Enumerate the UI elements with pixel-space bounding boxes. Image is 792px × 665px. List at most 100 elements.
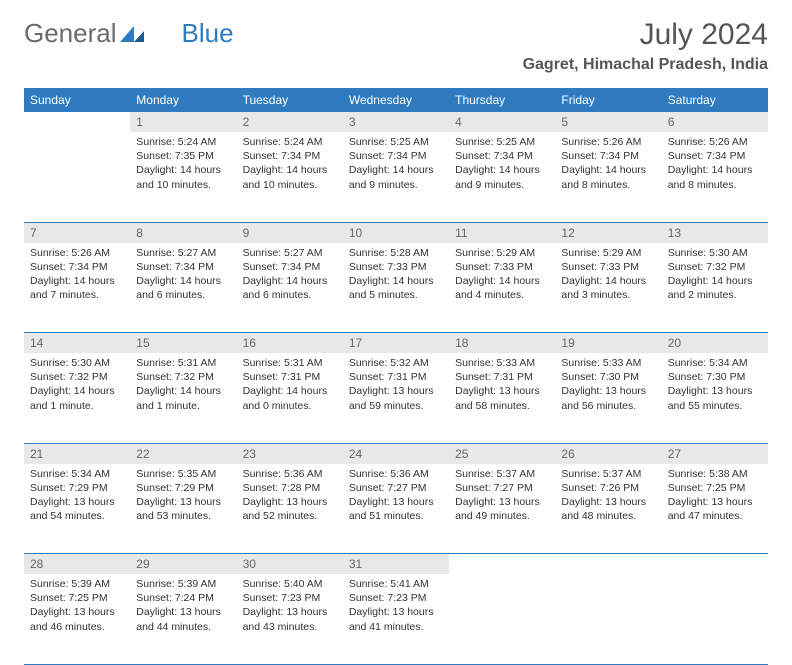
day-details: Sunrise: 5:29 AMSunset: 7:33 PMDaylight:… [449, 243, 555, 309]
sunset: Sunset: 7:26 PM [561, 481, 655, 495]
week-row: Sunrise: 5:30 AMSunset: 7:32 PMDaylight:… [24, 353, 768, 443]
day-cell: Sunrise: 5:34 AMSunset: 7:30 PMDaylight:… [662, 353, 768, 443]
daylight-line2: and 8 minutes. [668, 178, 762, 192]
daylight-line2: and 51 minutes. [349, 509, 443, 523]
day-cell [449, 574, 555, 664]
daylight-line1: Daylight: 13 hours [243, 495, 337, 509]
day-details: Sunrise: 5:26 AMSunset: 7:34 PMDaylight:… [555, 132, 661, 198]
day-cell: Sunrise: 5:37 AMSunset: 7:27 PMDaylight:… [449, 464, 555, 554]
daylight-line2: and 44 minutes. [136, 620, 230, 634]
day-number: 18 [449, 333, 555, 354]
sunrise: Sunrise: 5:38 AM [668, 467, 762, 481]
day-cell: Sunrise: 5:36 AMSunset: 7:27 PMDaylight:… [343, 464, 449, 554]
daylight-line2: and 6 minutes. [136, 288, 230, 302]
day-details: Sunrise: 5:36 AMSunset: 7:27 PMDaylight:… [343, 464, 449, 530]
day-cell: Sunrise: 5:25 AMSunset: 7:34 PMDaylight:… [449, 132, 555, 222]
sunset: Sunset: 7:35 PM [136, 149, 230, 163]
day-cell [555, 574, 661, 664]
day-details: Sunrise: 5:30 AMSunset: 7:32 PMDaylight:… [662, 243, 768, 309]
sunset: Sunset: 7:23 PM [243, 591, 337, 605]
day-number: 8 [130, 222, 236, 243]
daylight-line2: and 9 minutes. [455, 178, 549, 192]
day-details: Sunrise: 5:34 AMSunset: 7:29 PMDaylight:… [24, 464, 130, 530]
day-number: 20 [662, 333, 768, 354]
sunset: Sunset: 7:34 PM [30, 260, 124, 274]
daylight-line1: Daylight: 13 hours [668, 384, 762, 398]
sunrise: Sunrise: 5:39 AM [136, 577, 230, 591]
day-details: Sunrise: 5:29 AMSunset: 7:33 PMDaylight:… [555, 243, 661, 309]
daylight-line2: and 53 minutes. [136, 509, 230, 523]
day-cell: Sunrise: 5:25 AMSunset: 7:34 PMDaylight:… [343, 132, 449, 222]
month-title: July 2024 [523, 18, 768, 52]
daylight-line1: Daylight: 13 hours [30, 605, 124, 619]
daylight-line1: Daylight: 14 hours [668, 163, 762, 177]
daynum-row: 28293031 [24, 554, 768, 575]
day-number: 12 [555, 222, 661, 243]
day-number: 3 [343, 112, 449, 132]
day-number [449, 554, 555, 575]
daylight-line2: and 41 minutes. [349, 620, 443, 634]
day-number: 13 [662, 222, 768, 243]
day-number: 9 [237, 222, 343, 243]
sunrise: Sunrise: 5:33 AM [561, 356, 655, 370]
day-cell: Sunrise: 5:30 AMSunset: 7:32 PMDaylight:… [662, 243, 768, 333]
sunrise: Sunrise: 5:39 AM [30, 577, 124, 591]
day-details: Sunrise: 5:30 AMSunset: 7:32 PMDaylight:… [24, 353, 130, 419]
day-number: 28 [24, 554, 130, 575]
daylight-line1: Daylight: 14 hours [243, 163, 337, 177]
day-cell: Sunrise: 5:37 AMSunset: 7:26 PMDaylight:… [555, 464, 661, 554]
day-details: Sunrise: 5:27 AMSunset: 7:34 PMDaylight:… [130, 243, 236, 309]
day-details: Sunrise: 5:33 AMSunset: 7:31 PMDaylight:… [449, 353, 555, 419]
day-details: Sunrise: 5:40 AMSunset: 7:23 PMDaylight:… [237, 574, 343, 640]
weekday-header: Tuesday [237, 88, 343, 112]
day-cell [24, 132, 130, 222]
daylight-line1: Daylight: 13 hours [561, 384, 655, 398]
day-cell: Sunrise: 5:28 AMSunset: 7:33 PMDaylight:… [343, 243, 449, 333]
daylight-line2: and 10 minutes. [243, 178, 337, 192]
weekday-header: Monday [130, 88, 236, 112]
day-details: Sunrise: 5:26 AMSunset: 7:34 PMDaylight:… [662, 132, 768, 198]
day-number: 6 [662, 112, 768, 132]
sunset: Sunset: 7:27 PM [349, 481, 443, 495]
sunset: Sunset: 7:27 PM [455, 481, 549, 495]
sunset: Sunset: 7:25 PM [668, 481, 762, 495]
daylight-line1: Daylight: 14 hours [30, 274, 124, 288]
day-details: Sunrise: 5:25 AMSunset: 7:34 PMDaylight:… [343, 132, 449, 198]
sunset: Sunset: 7:34 PM [349, 149, 443, 163]
daylight-line1: Daylight: 14 hours [136, 274, 230, 288]
sunset: Sunset: 7:28 PM [243, 481, 337, 495]
day-details: Sunrise: 5:37 AMSunset: 7:27 PMDaylight:… [449, 464, 555, 530]
daylight-line1: Daylight: 13 hours [30, 495, 124, 509]
sunrise: Sunrise: 5:32 AM [349, 356, 443, 370]
sunrise: Sunrise: 5:26 AM [668, 135, 762, 149]
daylight-line1: Daylight: 14 hours [349, 274, 443, 288]
sunrise: Sunrise: 5:36 AM [349, 467, 443, 481]
header: General Blue July 2024 Gagret, Himachal … [24, 18, 768, 74]
day-number: 7 [24, 222, 130, 243]
day-cell: Sunrise: 5:30 AMSunset: 7:32 PMDaylight:… [24, 353, 130, 443]
day-number: 22 [130, 443, 236, 464]
daylight-line1: Daylight: 13 hours [561, 495, 655, 509]
daylight-line2: and 7 minutes. [30, 288, 124, 302]
day-cell: Sunrise: 5:34 AMSunset: 7:29 PMDaylight:… [24, 464, 130, 554]
daylight-line2: and 4 minutes. [455, 288, 549, 302]
day-number: 30 [237, 554, 343, 575]
sunset: Sunset: 7:31 PM [349, 370, 443, 384]
daylight-line1: Daylight: 13 hours [136, 605, 230, 619]
sunrise: Sunrise: 5:26 AM [30, 246, 124, 260]
day-cell: Sunrise: 5:26 AMSunset: 7:34 PMDaylight:… [555, 132, 661, 222]
sunset: Sunset: 7:30 PM [561, 370, 655, 384]
day-number: 11 [449, 222, 555, 243]
sunrise: Sunrise: 5:25 AM [455, 135, 549, 149]
logo-icon [120, 18, 144, 49]
daylight-line2: and 52 minutes. [243, 509, 337, 523]
day-number: 26 [555, 443, 661, 464]
day-cell: Sunrise: 5:39 AMSunset: 7:24 PMDaylight:… [130, 574, 236, 664]
week-row: Sunrise: 5:24 AMSunset: 7:35 PMDaylight:… [24, 132, 768, 222]
day-number [662, 554, 768, 575]
daylight-line1: Daylight: 14 hours [668, 274, 762, 288]
day-number: 24 [343, 443, 449, 464]
daynum-row: 123456 [24, 112, 768, 132]
daylight-line2: and 2 minutes. [668, 288, 762, 302]
daylight-line2: and 56 minutes. [561, 399, 655, 413]
